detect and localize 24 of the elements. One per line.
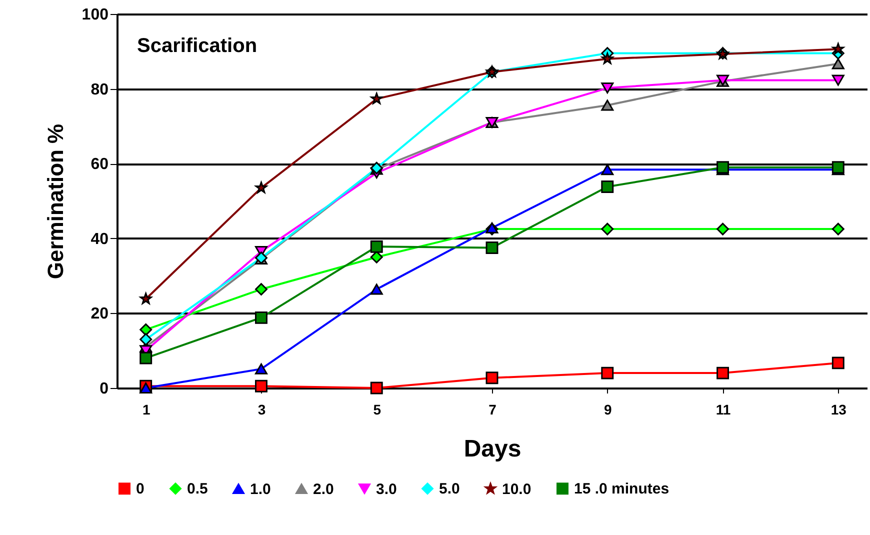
legend-label: 0: [136, 480, 144, 498]
x-tick-label: 13: [830, 402, 847, 418]
x-tick-label: 5: [373, 402, 382, 418]
legend-label: 2.0: [313, 480, 334, 498]
y-tick-label: 60: [90, 156, 109, 174]
legend-label: 15 .0 minutes: [574, 480, 670, 498]
x-tick-label: 3: [258, 402, 266, 418]
x-tick-label: 7: [488, 402, 497, 418]
x-tick-label: 9: [604, 402, 612, 418]
legend-label: 5.0: [439, 480, 460, 498]
legend-label: 0.5: [187, 480, 208, 498]
y-tick-label: 80: [90, 81, 109, 98]
y-tick-label: 0: [100, 380, 109, 398]
x-tick-label: 11: [716, 402, 731, 418]
y-tick-label: 100: [82, 6, 109, 24]
text: Scarification: [137, 35, 258, 57]
y-tick-label: 20: [90, 306, 109, 323]
y-axis-title: Germination %: [42, 124, 68, 280]
x-axis-title: Days: [464, 436, 522, 462]
y-tick-label: 40: [90, 230, 109, 248]
legend-label: 3.0: [376, 480, 397, 498]
x-tick-label: 1: [142, 402, 150, 418]
legend-label: 10.0: [502, 480, 532, 498]
legend-label: 1.0: [250, 480, 271, 498]
